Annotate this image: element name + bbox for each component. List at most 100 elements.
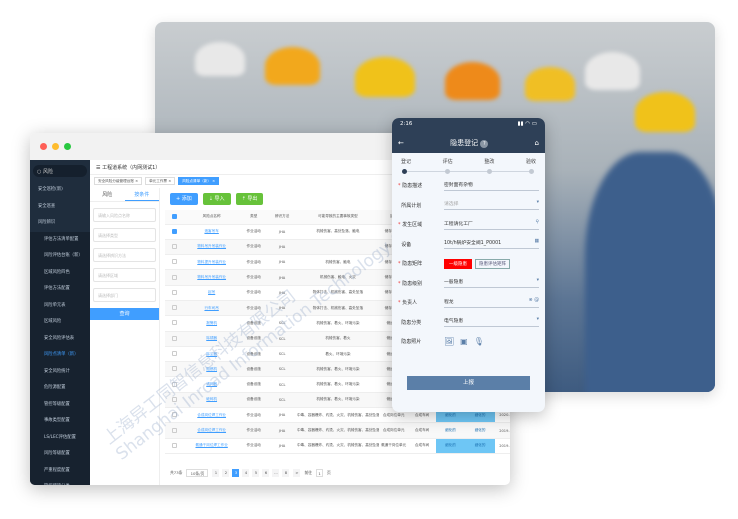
field-action-icon[interactable]: ⚲ — [535, 219, 539, 225]
voice-record-icon[interactable]: 🎙 — [473, 337, 484, 347]
field-input[interactable]: 电气隐患 ▾ — [444, 317, 539, 328]
tab-risk-list[interactable]: 风险点清单（新） × — [178, 177, 220, 185]
risk-name-input[interactable]: 请输入风险点名称 — [93, 208, 156, 222]
risk-name-link[interactable]: 起吊 — [208, 290, 216, 295]
method-select[interactable]: 请选择辨识方法 — [93, 248, 156, 262]
risk-name-link[interactable]: 阻燃机 — [206, 366, 218, 371]
row-checkbox[interactable] — [171, 381, 177, 387]
sidebar-item[interactable]: 评估方法清单配置 — [30, 231, 90, 248]
sidebar-item[interactable]: 风险辨识 — [38, 220, 56, 225]
page-button[interactable]: 2 — [222, 469, 230, 477]
risk-name-link[interactable]: 物料吊升吊装作业 — [197, 244, 227, 249]
department-select[interactable]: 请选择部门 — [93, 288, 156, 302]
export-button[interactable]: ⇡ 导出 — [235, 193, 264, 205]
field-action-icon[interactable]: ⊗ @ — [528, 297, 539, 303]
query-button[interactable]: 查询 — [90, 308, 159, 320]
sidebar-item[interactable]: 风险评估台账（新） — [30, 248, 90, 265]
field-input[interactable]: 10t/h锅炉安全阀1_P0001 ▦ — [444, 239, 539, 250]
sidebar-item[interactable]: 风险点清单（新） — [30, 347, 90, 364]
home-icon[interactable]: ⌂ — [534, 139, 539, 147]
row-checkbox[interactable] — [171, 228, 177, 234]
sidebar-item[interactable]: 管控措施分类 — [30, 479, 90, 485]
page-size-select[interactable]: 10条/页 — [186, 469, 209, 477]
sidebar-item[interactable]: 安全风险统计 — [30, 363, 90, 380]
page-button[interactable]: ... — [272, 469, 280, 477]
filter-tab-risk[interactable]: 风险 — [102, 192, 113, 198]
row-checkbox[interactable] — [171, 335, 177, 341]
next-page-button[interactable]: > — [293, 469, 301, 477]
risk-name-link[interactable]: 遗害吊车 — [204, 229, 219, 234]
help-icon[interactable]: ? — [480, 140, 489, 148]
sidebar-item[interactable]: 严重程度配置 — [30, 462, 90, 479]
page-button[interactable]: 6 — [262, 469, 270, 477]
row-checkbox[interactable] — [171, 320, 177, 326]
row-checkbox[interactable] — [171, 396, 177, 402]
risk-name-link[interactable]: 滤网器 — [206, 382, 218, 387]
risk-name-link[interactable]: 破碎机 — [206, 397, 218, 402]
field-input[interactable]: 一般隐患 ▾ — [444, 278, 539, 289]
tab-work-ticket[interactable]: 单元工作票 × — [145, 177, 176, 185]
page-button[interactable]: 4 — [242, 469, 250, 477]
sidebar-item[interactable]: 安全巡检(新) — [38, 187, 63, 192]
minimize-window-button[interactable] — [52, 143, 59, 150]
select-all-checkbox[interactable] — [171, 213, 177, 219]
row-checkbox[interactable] — [171, 412, 177, 418]
field-action-icon[interactable]: ▾ — [536, 317, 539, 323]
sidebar-item[interactable]: 安全风险评估表 — [30, 330, 90, 347]
sidebar-item[interactable]: 风险等级配置 — [30, 446, 90, 463]
field-input[interactable]: 请选择 ▾ — [444, 200, 539, 211]
tab-risk-ledger[interactable]: 安全风险分级管理台账 × — [94, 177, 143, 185]
sidebar-item[interactable]: 危险源配置 — [30, 380, 90, 397]
back-arrow-icon[interactable]: ← — [398, 139, 404, 147]
sidebar-item[interactable]: LS/LEC评估配置 — [30, 429, 90, 446]
field-input[interactable]: 密封面有杂物 — [444, 181, 539, 191]
row-checkbox[interactable] — [171, 274, 177, 280]
sidebar-item[interactable]: 安全巡查 — [38, 203, 56, 209]
row-checkbox[interactable] — [171, 366, 177, 372]
submit-button[interactable]: 上报 — [407, 376, 530, 390]
page-button[interactable]: 1 — [212, 469, 220, 477]
row-checkbox[interactable] — [171, 427, 177, 433]
risk-name-link[interactable]: 氨通干岗位焊工作业 — [195, 443, 228, 448]
page-button[interactable]: 3 — [232, 469, 240, 477]
field-action-icon[interactable]: ▾ — [536, 200, 539, 206]
row-checkbox[interactable] — [171, 442, 177, 448]
risk-name-link[interactable]: 物料提升吊装作业 — [197, 259, 227, 264]
area-select[interactable]: 请选择区域 — [93, 268, 156, 282]
sidebar-search-input[interactable]: ○ 风险 — [33, 165, 87, 177]
risk-name-link[interactable]: 物料吊升吊装作业 — [197, 275, 227, 280]
add-button[interactable]: + 添加 — [170, 193, 198, 205]
sidebar-item[interactable]: 管控等级配置 — [30, 396, 90, 413]
field-input[interactable]: 程龙 ⊗ @ — [444, 298, 539, 308]
type-select[interactable]: 请选择类型 — [93, 228, 156, 242]
import-button[interactable]: ⇣ 导入 — [202, 193, 231, 205]
page-button[interactable]: 5 — [252, 469, 260, 477]
close-window-button[interactable] — [40, 143, 47, 150]
risk-name-link[interactable]: 合成岗位焊工作业 — [197, 412, 227, 417]
page-button[interactable]: 8 — [282, 469, 290, 477]
menu-icon[interactable]: ☰ — [96, 165, 103, 171]
risk-name-link[interactable]: 合成岗位焊工作业 — [197, 428, 227, 432]
risk-name-link[interactable]: 除锈器 — [206, 336, 218, 341]
row-checkbox[interactable] — [171, 259, 177, 265]
row-checkbox[interactable] — [171, 289, 177, 295]
sidebar-item[interactable]: 风险单元表 — [30, 297, 90, 314]
goto-page-input[interactable]: 1 — [316, 469, 324, 477]
risk-name-link[interactable]: 行车司吊 — [204, 305, 219, 310]
sidebar-item[interactable]: 区域风险四色 — [30, 264, 90, 281]
sidebar-item[interactable]: 事故类型配置 — [30, 413, 90, 430]
risk-name-link[interactable]: 除尘器 — [206, 351, 218, 356]
sidebar-item[interactable]: 评估方法配置 — [30, 281, 90, 298]
sidebar-item[interactable]: 区域风险 — [30, 314, 90, 331]
maximize-window-button[interactable] — [64, 143, 71, 150]
row-checkbox[interactable] — [171, 243, 177, 249]
field-action-icon[interactable]: ▦ — [534, 239, 539, 245]
risk-name-link[interactable]: 报警机 — [206, 320, 218, 325]
row-checkbox[interactable] — [171, 305, 177, 311]
filter-tab-condition[interactable]: 按条件 — [124, 188, 159, 201]
row-checkbox[interactable] — [171, 351, 177, 357]
image-upload-icon[interactable]: 🖼 — [444, 337, 455, 347]
field-input[interactable]: 工程请化工厂 ⚲ — [444, 220, 539, 230]
risk-matrix-button[interactable]: 隐患评估矩阵 — [475, 258, 510, 269]
video-upload-icon[interactable]: ▣ — [460, 337, 468, 347]
